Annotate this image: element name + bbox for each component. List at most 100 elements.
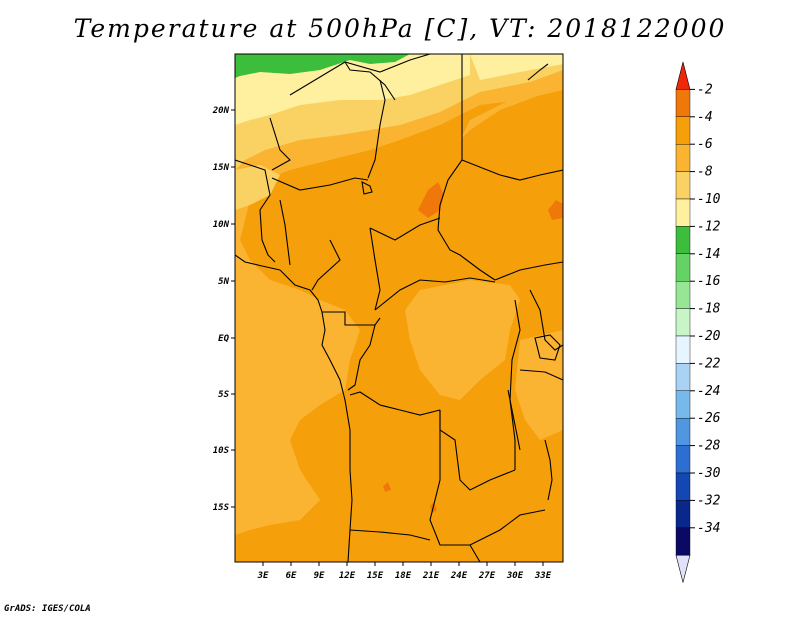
chart-title: Temperature at 500hPa [C], VT: 201812200… <box>73 14 727 43</box>
border-west-africa-2 <box>261 239 276 263</box>
colorbar-label: -14 <box>697 247 720 262</box>
colorbar-label: -32 <box>697 493 721 508</box>
map-frame <box>234 53 564 563</box>
colorbar: -2 -4 -6 -8 -10 -12 -14 -16 -18 -20 -22 -24 -26 -28 -3… <box>675 61 721 583</box>
border-niger-chad <box>367 79 386 179</box>
field-hotspot-2 <box>548 200 563 220</box>
field-band-minus8-east <box>460 80 563 140</box>
border-drc-east <box>509 299 521 470</box>
country-borders <box>235 54 563 562</box>
field-band-minus14 <box>235 54 410 78</box>
y-tick-label: 20N <box>212 106 230 116</box>
x-tick-label: 21E <box>422 571 440 581</box>
colorbar-swatch <box>675 253 691 282</box>
border-congo <box>347 324 376 391</box>
colorbar-swatch <box>675 226 691 254</box>
colorbar-swatch <box>675 143 691 172</box>
colorbar-swatch <box>675 390 691 419</box>
border-angola-namibia <box>349 529 431 541</box>
colorbar-label: -10 <box>697 192 721 207</box>
colorbar-swatch <box>675 198 691 227</box>
y-tick-label: 15S <box>213 503 230 513</box>
y-tick-label: 15N <box>213 163 230 173</box>
border-chad-sudan <box>437 204 496 281</box>
y-tick-label: 10S <box>213 446 230 456</box>
x-tick-label: 18E <box>395 571 412 581</box>
border-uganda-kenya <box>529 289 563 351</box>
border-gabon <box>322 311 381 326</box>
colorbar-label: -30 <box>697 466 721 481</box>
x-tick-label: 30E <box>506 571 524 581</box>
border-zambia-south <box>469 509 546 546</box>
colorbar-swatch <box>675 472 691 501</box>
colorbar-swatch <box>675 116 691 145</box>
x-tick-label: 24E <box>450 571 468 581</box>
colorbar-swatch <box>675 363 691 391</box>
lake-malawi <box>544 439 553 501</box>
border-chad-car <box>369 217 441 241</box>
lake-victoria <box>534 334 561 361</box>
x-tick-label: 33E <box>534 571 552 581</box>
border-algeria-niger <box>344 61 396 101</box>
lake-tanganyika <box>507 389 521 451</box>
colorbar-swatch <box>675 89 691 118</box>
colorbar-label: -12 <box>697 219 721 234</box>
border-sudan-east <box>461 159 563 181</box>
border-angola-zambia <box>429 410 481 562</box>
red-sea-coast <box>527 63 549 81</box>
x-tick-label: 12E <box>339 571 356 581</box>
border-sudan-south <box>494 261 563 281</box>
colorbar-swatch <box>675 527 691 556</box>
border-cameroon-car <box>369 227 381 311</box>
lake-chad <box>361 181 373 195</box>
colorbar-swatch <box>675 500 691 528</box>
x-tick-label: 9E <box>314 571 325 581</box>
x-axis-labels: 3E 6E 9E 12E 15E 18E 21E 24E 27E 30E 33E <box>257 571 552 581</box>
y-tick-label: EQ <box>218 334 229 344</box>
footer-credit: GrADS: IGES/COLA <box>4 604 91 614</box>
colorbar-label: -18 <box>697 302 721 317</box>
border-west-africa-1 <box>235 159 271 241</box>
border-car-south <box>374 277 496 311</box>
colorbar-swatch <box>675 445 691 474</box>
colorbar-label: -16 <box>697 274 721 289</box>
colorbar-label: -22 <box>697 356 721 371</box>
field-hotspot-3 <box>383 482 391 492</box>
border-niger-south <box>271 177 369 191</box>
y-tick-label: 10N <box>213 220 230 230</box>
y-tick-label: 5S <box>218 390 229 400</box>
field-hotspot-1 <box>418 182 444 218</box>
border-sahara-north <box>289 54 431 96</box>
border-drc-west <box>349 391 441 416</box>
colorbar-swatch <box>675 308 691 337</box>
axis-ticks <box>231 109 544 566</box>
coastline-west-africa <box>235 254 353 562</box>
border-tanzania <box>519 369 563 381</box>
x-tick-label: 27E <box>478 571 496 581</box>
colorbar-label: -34 <box>697 521 720 536</box>
colorbar-label: -4 <box>697 110 713 125</box>
colorbar-arrow-top <box>675 61 691 90</box>
colorbar-label: -8 <box>697 165 713 180</box>
x-tick-label: 15E <box>367 571 384 581</box>
colorbar-label: -26 <box>697 411 721 426</box>
y-axis-labels: 20N 15N 10N 5N EQ 5S 10S 15S <box>212 106 230 513</box>
y-tick-label: 5N <box>218 277 229 287</box>
colorbar-arrow-bottom <box>675 554 691 583</box>
field-band-minus8-se <box>515 330 563 440</box>
colorbar-swatch <box>675 335 691 364</box>
border-mali-niger <box>269 117 291 171</box>
colorbar-swatch <box>675 171 691 200</box>
temperature-field <box>235 54 563 562</box>
field-band-minus10-west <box>235 165 280 210</box>
colorbar-label: -6 <box>697 137 713 152</box>
x-tick-label: 6E <box>286 571 297 581</box>
colorbar-swatch <box>675 281 691 309</box>
colorbar-label: -24 <box>697 384 720 399</box>
x-tick-label: 3E <box>257 571 269 581</box>
border-togo-benin <box>279 199 291 266</box>
colorbar-label: -2 <box>697 82 713 97</box>
field-band-minus8-center <box>405 280 520 400</box>
colorbar-label: -28 <box>697 439 721 454</box>
